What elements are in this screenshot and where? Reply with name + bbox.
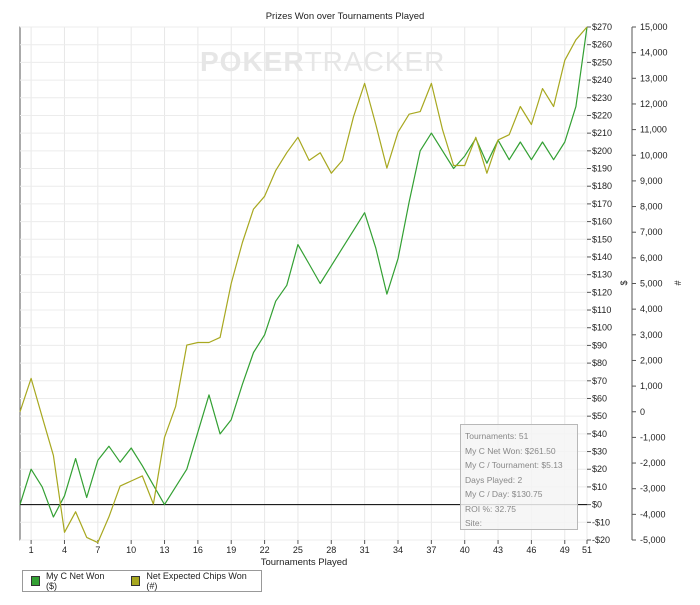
x-axis: 1 4 7 10 13 16 19 22 25 28 31 34 37 40 43 46 49 51 xyxy=(29,540,592,555)
legend-item-expected-chips: Net Expected Chips Won (#) xyxy=(131,571,247,591)
left-y-tick-label: $260 xyxy=(592,40,612,50)
left-y-tick-label: $230 xyxy=(592,93,612,103)
right-y-tick-label: 2,000 xyxy=(640,355,663,365)
left-y-tick-label: $140 xyxy=(592,252,612,262)
left-y-axis: -$20 -$10 $0 $10 $20 $30 $40 $50 $60 $70 $80 $90 $10… xyxy=(587,22,612,545)
left-y-tick-label: $270 xyxy=(592,22,612,32)
left-y-tick-label: $40 xyxy=(592,429,607,439)
right-y-tick-label: 8,000 xyxy=(640,202,663,212)
right-y-tick-label: 4,000 xyxy=(640,304,663,314)
right-y-tick-label: 5,000 xyxy=(640,279,663,289)
net-won-line xyxy=(19,26,588,518)
right-y-tick-label: 10,000 xyxy=(640,150,668,160)
x-tick-label: 4 xyxy=(62,545,67,555)
right-y-tick-label: -2,000 xyxy=(640,458,666,468)
left-y-tick-label: $190 xyxy=(592,164,612,174)
stat-tournaments: Tournaments: 51 xyxy=(465,431,529,441)
legend-swatch xyxy=(31,576,41,586)
x-tick-label: 28 xyxy=(326,545,336,555)
stat-days-played: Days Played: 2 xyxy=(465,474,523,485)
legend-label: My C Net Won ($) xyxy=(46,571,105,591)
left-y-tick-label: $250 xyxy=(592,57,612,67)
left-y-tick-label: $70 xyxy=(592,376,607,386)
left-y-tick-label: $210 xyxy=(592,128,612,138)
x-tick-label: 37 xyxy=(426,545,436,555)
x-tick-label: 31 xyxy=(360,545,370,555)
left-y-tick-label: $0 xyxy=(592,500,602,510)
left-y-tick-label: $30 xyxy=(592,447,607,457)
x-tick-label: 25 xyxy=(293,545,303,555)
left-y-tick-label: $200 xyxy=(592,146,612,156)
left-y-tick-label: -$20 xyxy=(592,535,610,545)
right-y-tick-label: -5,000 xyxy=(640,535,666,545)
legend-item-net-won: My C Net Won ($) xyxy=(31,571,109,591)
x-tick-label: 43 xyxy=(493,545,503,555)
right-y-axis: -5,000 -4,000 -3,000 -2,000 -1,000 0 1,000 2,00… xyxy=(631,22,668,545)
right-y-tick-label: 12,000 xyxy=(640,99,668,109)
left-y-axis-label: $ xyxy=(619,280,629,285)
left-y-tick-label: $220 xyxy=(592,110,612,120)
left-y-tick-label: $90 xyxy=(592,340,607,350)
x-tick-label: 19 xyxy=(226,545,236,555)
right-y-tick-label: 3,000 xyxy=(640,330,663,340)
right-y-tick-label: -4,000 xyxy=(640,509,666,519)
pokertracker-watermark: POKERTRACKER xyxy=(200,46,446,77)
right-y-tick-label: 7,000 xyxy=(640,227,663,237)
expected-chips-line xyxy=(19,26,588,544)
left-y-tick-label: $50 xyxy=(592,411,607,421)
x-axis-label: Tournaments Played xyxy=(261,557,348,568)
x-tick-label: 46 xyxy=(526,545,536,555)
right-y-tick-label: -1,000 xyxy=(640,432,666,442)
left-y-tick-label: $80 xyxy=(592,358,607,368)
stats-panel: Tournaments: 51 My C Net Won: $261.50 My… xyxy=(460,424,578,530)
right-y-tick-label: -3,000 xyxy=(640,484,666,494)
left-y-tick-label: $150 xyxy=(592,234,612,244)
stat-net-won: My C Net Won: $261.50 xyxy=(465,445,556,456)
right-y-tick-label: 14,000 xyxy=(640,48,668,58)
left-y-tick-label: $20 xyxy=(592,464,607,474)
left-y-tick-label: $160 xyxy=(592,217,612,227)
left-y-tick-label: $170 xyxy=(592,199,612,209)
right-y-tick-label: 11,000 xyxy=(640,125,667,135)
legend: My C Net Won ($) Net Expected Chips Won … xyxy=(22,570,262,592)
left-y-tick-label: $180 xyxy=(592,181,612,191)
left-y-tick-label: $130 xyxy=(592,270,612,280)
legend-swatch xyxy=(131,576,141,586)
left-y-tick-label: $60 xyxy=(592,393,607,403)
chart-title: Prizes Won over Tournaments Played xyxy=(266,11,425,22)
x-tick-label: 51 xyxy=(582,545,592,555)
right-y-tick-label: 1,000 xyxy=(640,381,663,391)
stat-per-tournament: My C / Tournament: $5.13 xyxy=(465,460,563,470)
x-tick-label: 40 xyxy=(460,545,470,555)
left-y-tick-label: $100 xyxy=(592,323,612,333)
series-lines xyxy=(19,26,588,544)
x-tick-label: 13 xyxy=(160,545,170,555)
right-y-tick-label: 9,000 xyxy=(640,176,663,186)
x-tick-label: 49 xyxy=(560,545,570,555)
left-y-tick-label: $120 xyxy=(592,287,612,297)
right-y-axis-label: # xyxy=(673,280,683,285)
left-y-tick-label: $110 xyxy=(592,305,611,315)
right-y-tick-label: 6,000 xyxy=(640,253,663,263)
left-y-tick-label: $240 xyxy=(592,75,612,85)
x-tick-label: 34 xyxy=(393,545,403,555)
stat-roi: ROI %: 32.75 xyxy=(465,503,517,514)
x-tick-label: 10 xyxy=(126,545,136,555)
x-tick-label: 7 xyxy=(95,545,100,555)
stat-per-day: My C / Day: $130.75 xyxy=(465,489,543,499)
left-y-tick-label: -$10 xyxy=(592,517,610,527)
right-y-tick-label: 13,000 xyxy=(640,73,668,83)
x-tick-label: 16 xyxy=(193,545,203,555)
stat-site: Site: xyxy=(465,518,483,528)
right-y-tick-label: 15,000 xyxy=(640,22,668,32)
legend-label: Net Expected Chips Won (#) xyxy=(146,571,247,591)
left-y-tick-label: $10 xyxy=(592,482,607,492)
right-y-tick-label: 0 xyxy=(640,407,645,417)
x-tick-label: 1 xyxy=(29,545,34,555)
x-tick-label: 22 xyxy=(260,545,270,555)
